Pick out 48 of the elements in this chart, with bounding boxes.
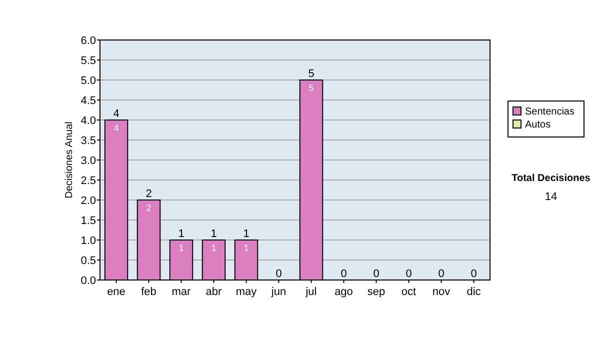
y-tick-label: 0.5	[80, 254, 96, 267]
data-label: 5	[308, 83, 314, 93]
data-label: 4	[114, 123, 119, 133]
x-tick-label: jul	[304, 286, 317, 298]
y-tick-label: 6.0	[80, 34, 96, 47]
text: 14	[544, 191, 558, 203]
total-label: 1	[178, 228, 184, 240]
total-label: 1	[210, 228, 217, 240]
total-label: 0	[406, 268, 412, 280]
total-label: 0	[470, 268, 477, 280]
x-tick-label: oct	[401, 286, 416, 298]
total-label: 4	[113, 108, 120, 120]
x-tick-label: jun	[270, 286, 286, 298]
x-tick-label: nov	[432, 286, 451, 298]
y-tick-label: 4.5	[80, 94, 96, 107]
x-tick-label: ago	[334, 286, 353, 298]
total-label: 0	[373, 268, 380, 280]
x-tick-label: feb	[141, 286, 156, 298]
data-label: 1	[178, 243, 184, 253]
legend-label: Sentencias	[525, 106, 574, 118]
total-label: 5	[308, 68, 314, 80]
y-tick-label: 5.0	[80, 74, 96, 87]
y-tick-label: 3.0	[80, 154, 96, 167]
y-tick-label: 5.5	[80, 54, 96, 67]
x-tick-label: sep	[367, 286, 386, 298]
y-tick-label: 4.0	[80, 114, 96, 127]
y-tick-label: 3.5	[80, 134, 96, 147]
y-tick-label: 2.0	[80, 194, 96, 207]
total-label: 1	[243, 228, 250, 240]
y-axis-title: Decisiones Anual	[64, 122, 75, 198]
data-label: 2	[146, 203, 152, 213]
total-label: 0	[438, 268, 444, 280]
x-tick-label: dic	[466, 286, 482, 298]
x-tick-label: may	[236, 286, 258, 298]
y-tick-label: 1.5	[80, 214, 96, 227]
data-label: 1	[244, 243, 249, 253]
data-label: 1	[211, 243, 216, 253]
legend-label: Autos	[525, 120, 551, 130]
text: Total Decisiones	[512, 173, 591, 184]
total-label: 0	[276, 268, 282, 280]
y-tick-label: 0.0	[80, 274, 96, 287]
x-tick-label: abr	[206, 286, 222, 298]
y-tick-label: 2.5	[80, 174, 96, 187]
x-tick-label: ene	[107, 286, 126, 298]
total-label: 2	[146, 188, 152, 200]
y-tick-label: 1.0	[80, 234, 96, 247]
x-tick-label: mar	[172, 286, 192, 298]
total-label: 0	[340, 268, 347, 280]
